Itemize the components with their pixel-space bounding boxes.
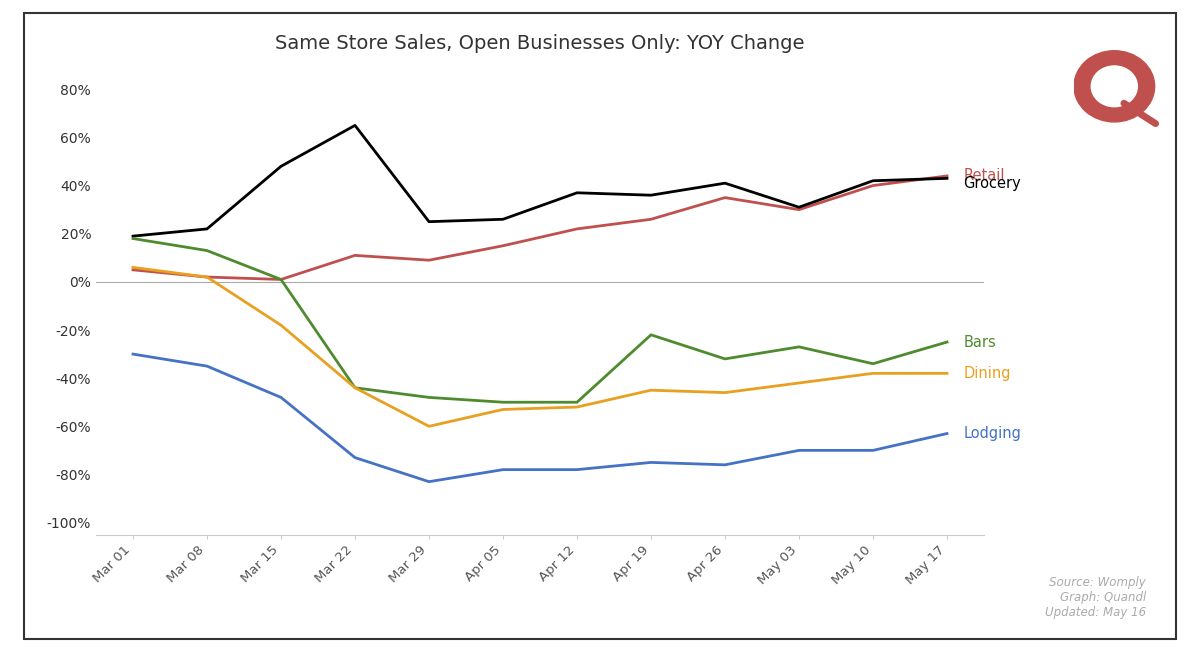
Text: Lodging: Lodging (964, 426, 1021, 441)
Circle shape (1091, 66, 1138, 107)
Text: Dining: Dining (964, 366, 1010, 381)
Text: Retail: Retail (964, 168, 1004, 183)
Text: Source: Womply
Graph: Quandl
Updated: May 16: Source: Womply Graph: Quandl Updated: Ma… (1045, 576, 1146, 619)
Circle shape (1074, 51, 1154, 122)
Text: Grocery: Grocery (964, 175, 1021, 190)
Text: Bars: Bars (964, 334, 996, 349)
Title: Same Store Sales, Open Businesses Only: YOY Change: Same Store Sales, Open Businesses Only: … (275, 33, 805, 53)
